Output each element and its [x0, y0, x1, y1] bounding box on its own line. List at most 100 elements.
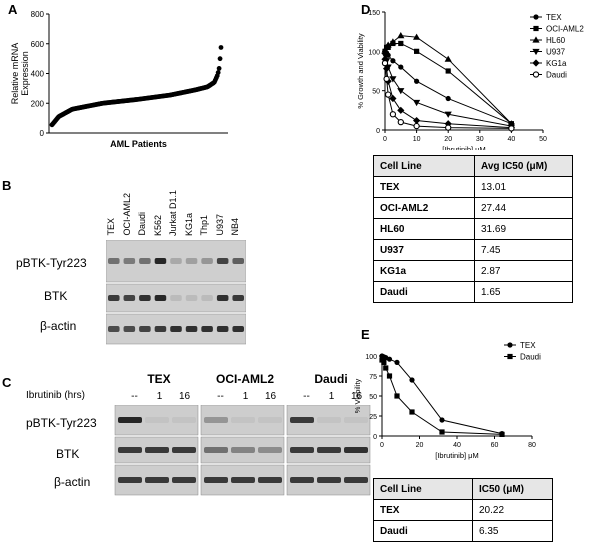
y-tick-label: 25	[369, 414, 377, 421]
blot-c-row-label-actin: β-actin	[54, 475, 91, 489]
cell-line-name: KG1a	[373, 260, 475, 282]
time-label: 16	[350, 391, 363, 402]
blot-band	[154, 258, 167, 264]
x-tick-label: 40	[453, 442, 461, 449]
legend-marker	[532, 48, 540, 56]
table-header: Cell Line Avg IC50 (μM)	[373, 155, 573, 177]
blot-band	[118, 447, 142, 453]
y-tick-label: 75	[369, 374, 377, 381]
header-cell-line: Cell Line	[373, 478, 473, 500]
legend-label: Daudi	[546, 71, 567, 80]
ic50-table-d: Cell Line Avg IC50 (μM) TEX 13.01 OCI-AML2…	[373, 155, 573, 303]
ic50-value: 6.35	[472, 520, 553, 542]
blot-band	[290, 417, 314, 423]
x-tick-label: 30	[476, 136, 484, 143]
time-label: 1	[328, 391, 335, 402]
cell-line-name: Daudi	[373, 520, 473, 542]
ic50-value: 13.01	[474, 176, 573, 198]
blot-band	[123, 295, 136, 301]
blot-band	[172, 447, 196, 453]
x-axis-label: [Ibrutinib] μM	[435, 451, 479, 460]
blot-band	[108, 295, 120, 301]
blot-c-pbtk-strip	[200, 405, 285, 436]
blot-band	[216, 295, 229, 301]
lane-label: NB4	[230, 218, 241, 236]
y-axis-label-line1: Relative mRNA	[10, 43, 20, 105]
blot-b-row-label-actin: β-actin	[40, 319, 77, 333]
blot-band	[216, 326, 229, 332]
panel-e-chart: 0 25 50 75 100 0 20 40 60 80 [Ibrutinib] μM % Viabi…	[353, 341, 541, 460]
data-point	[398, 64, 404, 70]
group-header: Daudi	[314, 372, 348, 386]
blot-band	[170, 295, 182, 301]
table-row: Daudi 1.65	[373, 281, 573, 303]
data-point	[384, 41, 392, 48]
blot-band	[232, 258, 244, 264]
y-tick-label: 0	[373, 434, 377, 441]
legend-label: TEX	[546, 13, 562, 22]
lane-label: U937	[214, 214, 225, 236]
x-axis-label: [Ibrutinib] μM	[442, 145, 486, 150]
blot-band	[123, 326, 136, 332]
legend-marker	[532, 59, 540, 67]
blot-b-row-label-btk: BTK	[44, 289, 68, 303]
group-header: OCI-AML2	[216, 372, 274, 386]
data-point	[439, 417, 445, 423]
panel-e-label: E	[361, 327, 370, 342]
blot-band	[118, 477, 142, 483]
time-label: 16	[264, 391, 277, 402]
lane-label: KG1a	[183, 212, 194, 236]
blot-band	[170, 326, 182, 332]
blot-band	[216, 258, 229, 264]
data-point	[439, 429, 445, 435]
blot-band	[317, 477, 341, 483]
blot-band	[172, 417, 196, 423]
data-point	[216, 66, 222, 71]
x-tick-label: 20	[416, 442, 424, 449]
data-point	[397, 106, 405, 114]
blot-band	[154, 295, 167, 301]
data-point	[444, 111, 452, 118]
y-tick-label: 600	[31, 40, 45, 49]
x-tick-label: 60	[491, 442, 499, 449]
blot-band	[258, 447, 282, 453]
data-point	[414, 48, 420, 54]
data-point	[394, 393, 400, 399]
y-axis-label: % Growth and Viability	[356, 33, 365, 109]
data-point	[381, 47, 389, 54]
data-point	[381, 55, 389, 63]
x-tick-label: 0	[380, 442, 384, 449]
data-point	[217, 56, 223, 62]
data-point	[218, 45, 224, 50]
ic50-value: 31.69	[474, 218, 573, 240]
data-point	[413, 122, 420, 130]
blot-band	[290, 447, 314, 453]
y-tick-label: 100	[365, 354, 377, 361]
group-header: TEX	[147, 372, 171, 386]
data-point	[390, 58, 396, 64]
x-tick-label: 40	[508, 136, 516, 143]
data-point	[383, 75, 390, 83]
blot-c-row-label-pbtk: pBTK-Tyr223	[26, 416, 97, 430]
legend-marker	[507, 353, 513, 360]
blot-band	[139, 258, 151, 264]
blot-band	[317, 447, 341, 453]
cell-line-name: TEX	[373, 499, 473, 521]
blot-band	[258, 417, 282, 423]
blot-b-row-label-pbtk: pBTK-Tyr223	[16, 256, 87, 270]
data-point	[444, 55, 452, 62]
time-label: --	[217, 391, 224, 402]
table-row: KG1a 2.87	[373, 260, 573, 282]
data-point	[414, 78, 420, 84]
x-tick-label: 80	[528, 442, 536, 449]
y-tick-label: 0	[376, 128, 380, 135]
blot-band	[232, 295, 244, 301]
header-ic50: Avg IC50 (μM)	[474, 155, 573, 177]
data-point	[445, 95, 451, 102]
time-label: --	[303, 391, 310, 402]
blot-band	[201, 326, 213, 332]
ic50-value: 27.44	[474, 197, 573, 219]
blot-band	[232, 326, 244, 332]
data-point	[386, 373, 393, 379]
legend-label: KG1a	[546, 59, 567, 68]
